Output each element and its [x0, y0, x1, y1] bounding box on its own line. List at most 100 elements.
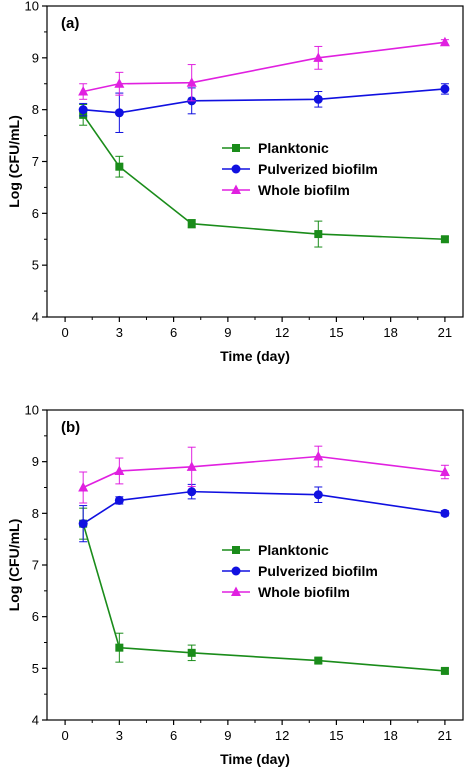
legend-label: Whole biofilm: [258, 584, 350, 600]
x-tick-label: 21: [438, 728, 452, 743]
x-tick-label: 15: [329, 325, 343, 340]
legend: Planktonic Pulverized biofilm Whole biofil…: [222, 542, 378, 600]
data-point: [78, 519, 88, 529]
series-line: [83, 88, 445, 114]
y-tick-label: 9: [32, 454, 39, 469]
legend-marker: [231, 586, 241, 596]
legend-label: Planktonic: [258, 140, 329, 156]
plot-frame: [46, 409, 464, 721]
x-axis: 0 3 6 9 12 15 18 21: [61, 720, 452, 743]
x-tick-label: 18: [383, 728, 397, 743]
chart-panel-a: 0 3 6 9 12 15 18 21 4 5 6 7 8 9 10 Planktonic Pulveriz…: [6, 0, 464, 364]
series-line: [82, 490, 446, 525]
x-tick-label: 9: [224, 728, 231, 743]
legend-item-planktonic: Planktonic: [222, 542, 329, 558]
y-tick-label: 5: [32, 661, 39, 676]
data-point: [313, 451, 324, 461]
series-line: [82, 114, 445, 241]
x-tick-label: 0: [61, 325, 68, 340]
legend-item-pulverized-biofilm: Pulverized biofilm: [222, 563, 378, 579]
y-tick-label: 4: [32, 310, 39, 325]
y-tick-label: 6: [32, 609, 39, 624]
legend-marker: [232, 546, 240, 554]
y-tick-label: 6: [32, 206, 39, 221]
x-tick-label: 3: [116, 728, 123, 743]
y-axis-title: Log (CFU/mL): [6, 519, 22, 612]
series-whole-biofilm: [78, 36, 450, 102]
plot-frame: [46, 5, 464, 318]
data-point: [313, 94, 323, 104]
series-line: [82, 455, 446, 489]
y-axis: 4 5 6 7 8 9 10: [25, 403, 47, 728]
legend-label: Planktonic: [258, 542, 329, 558]
y-tick-label: 5: [32, 258, 39, 273]
y-tick-label: 4: [32, 713, 39, 728]
x-tick-label: 6: [170, 728, 177, 743]
y-axis-title: Log (CFU/mL): [6, 115, 22, 208]
legend-marker: [231, 164, 241, 174]
x-tick-label: 0: [61, 728, 68, 743]
legend-label: Pulverized biofilm: [258, 563, 378, 579]
x-tick-label: 12: [275, 728, 289, 743]
data-point: [440, 508, 450, 518]
data-point: [314, 230, 323, 239]
x-tick-label: 6: [170, 325, 177, 340]
y-tick-label: 8: [32, 102, 39, 117]
data-point: [114, 465, 125, 475]
x-tick-label: 3: [116, 325, 123, 340]
data-point: [440, 666, 449, 675]
y-tick-label: 7: [32, 558, 39, 573]
y-tick-label: 10: [25, 403, 39, 418]
legend-label: Pulverized biofilm: [258, 161, 378, 177]
series-planktonic: [79, 103, 449, 248]
x-axis: 0 3 6 9 12 15 18 21: [61, 317, 452, 340]
data-point: [114, 495, 124, 505]
legend-marker: [231, 566, 241, 576]
data-point: [115, 643, 124, 652]
chart-panel-b: 0 3 6 9 12 15 18 21 4 5 6 7 8 9 10 Planktonic Pulveriz…: [6, 403, 464, 767]
data-point: [440, 235, 449, 244]
data-point: [187, 487, 197, 497]
data-point: [187, 219, 196, 228]
x-tick-label: 12: [275, 325, 289, 340]
legend-item-planktonic: Planktonic: [222, 140, 329, 156]
data-point: [114, 108, 124, 118]
legend: Planktonic Pulverized biofilm Whole biofil…: [222, 140, 378, 198]
legend-item-pulverized-biofilm: Pulverized biofilm: [222, 161, 378, 177]
data-point: [78, 86, 89, 96]
legend-label: Whole biofilm: [258, 182, 350, 198]
data-point: [439, 36, 450, 47]
x-axis-title: Time (day): [220, 751, 290, 767]
x-tick-label: 15: [329, 728, 343, 743]
x-tick-label: 18: [383, 325, 397, 340]
y-tick-label: 7: [32, 154, 39, 169]
data-point: [314, 656, 323, 665]
data-point: [78, 105, 88, 115]
legend-item-whole-biofilm: Whole biofilm: [222, 584, 350, 600]
data-point: [78, 482, 89, 492]
legend-item-whole-biofilm: Whole biofilm: [222, 182, 350, 198]
y-tick-label: 10: [25, 0, 39, 14]
data-point: [313, 52, 324, 62]
x-axis-title: Time (day): [220, 348, 290, 364]
data-point: [439, 466, 450, 476]
y-axis: 4 5 6 7 8 9 10: [25, 0, 47, 325]
data-point: [186, 461, 197, 471]
data-point: [186, 77, 197, 87]
series-layer: [78, 445, 450, 675]
x-tick-label: 9: [224, 325, 231, 340]
data-point: [187, 648, 196, 657]
panel-label: (b): [61, 419, 80, 436]
data-point: [115, 162, 124, 171]
series-layer: [78, 36, 450, 248]
panel-label: (a): [61, 15, 79, 32]
legend-marker: [231, 184, 241, 194]
x-tick-label: 21: [438, 325, 452, 340]
y-tick-label: 9: [32, 50, 39, 65]
series-whole-biofilm: [78, 445, 450, 504]
series-pulverized-biofilm: [78, 483, 450, 543]
series-line: [83, 41, 446, 93]
data-point: [114, 78, 125, 88]
series-pulverized-biofilm: [78, 83, 450, 133]
